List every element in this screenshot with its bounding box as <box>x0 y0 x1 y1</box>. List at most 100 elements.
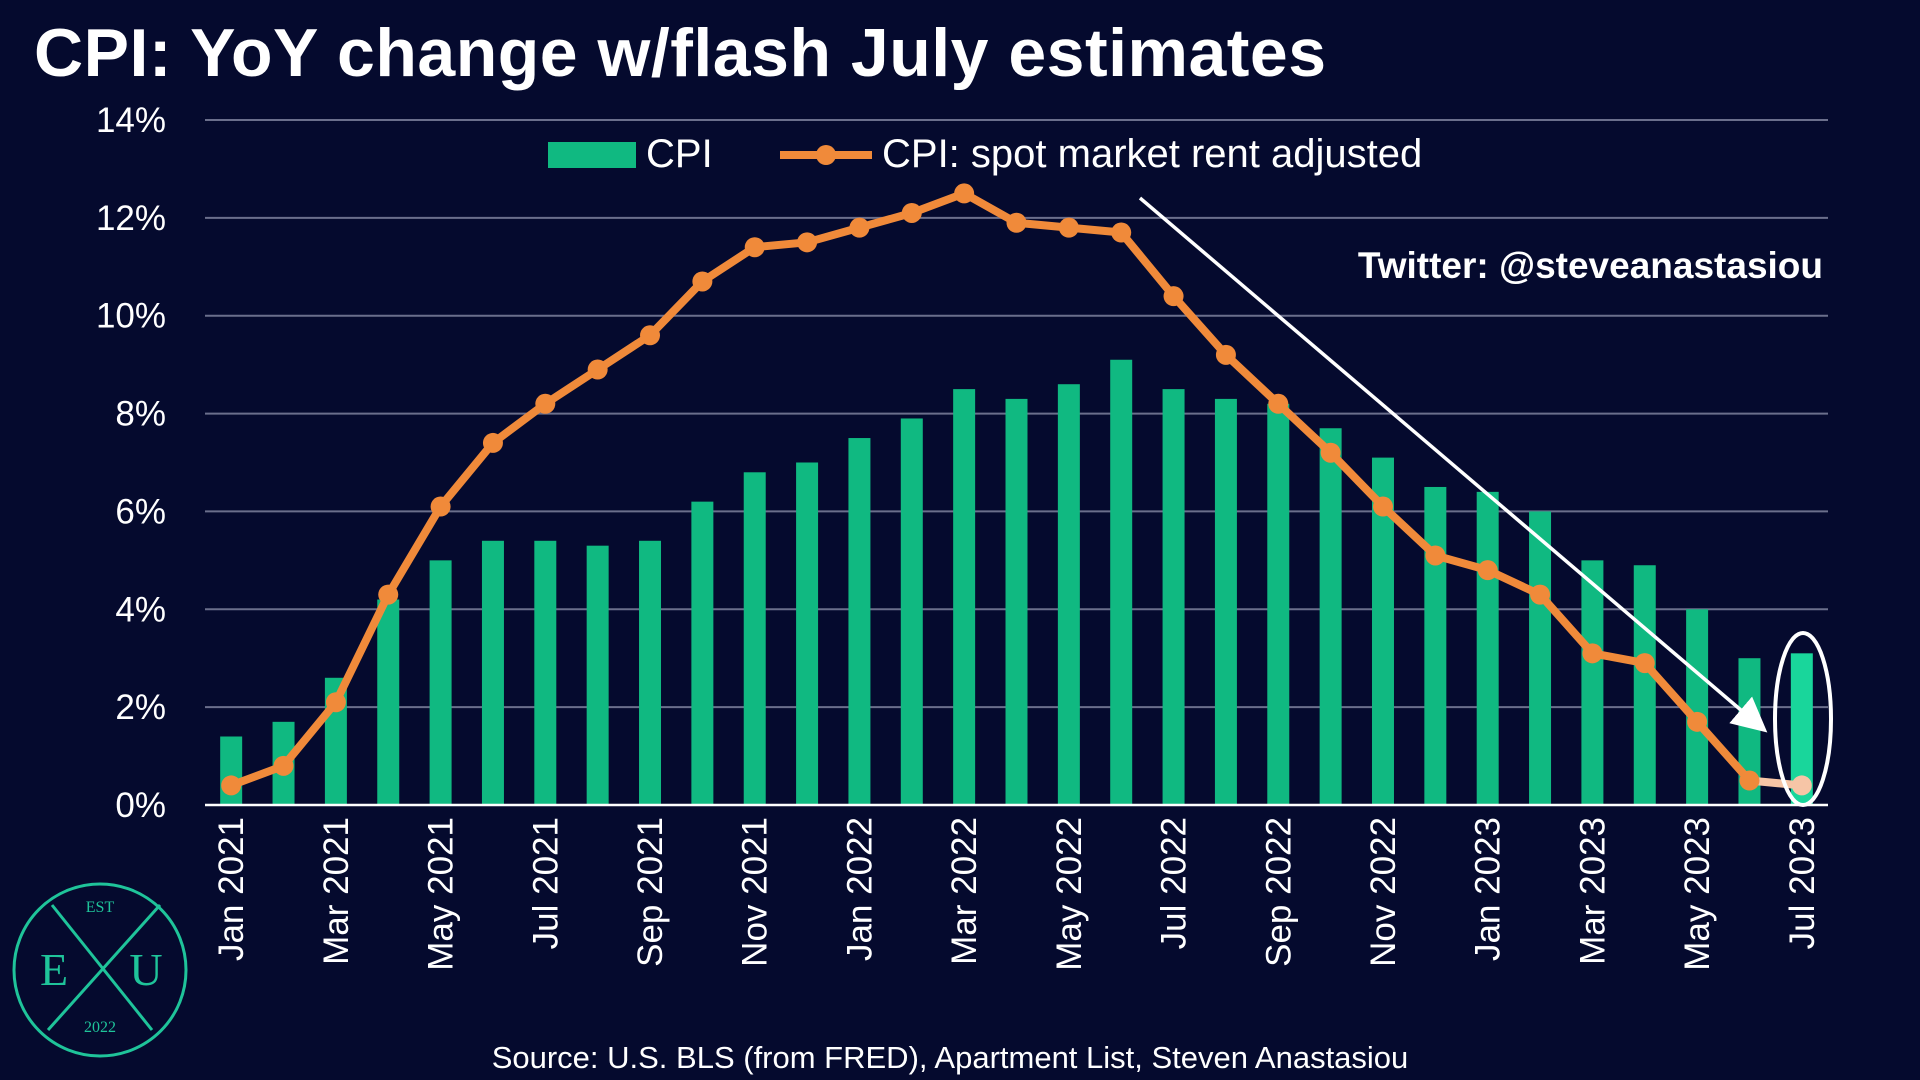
spot-rent-point <box>1634 653 1655 674</box>
spot-rent-point <box>797 232 818 253</box>
cpi-bar <box>639 540 662 805</box>
y-tick-label: 8% <box>115 395 166 434</box>
twitter-credit: Twitter: @steveanastasiou <box>1358 245 1823 286</box>
cpi-bar <box>1005 398 1028 805</box>
cpi-bar <box>1476 491 1499 805</box>
y-axis-tick-labels: 0% 2% 4% 6% 8% 10% 12% 14% <box>96 101 166 825</box>
spot-rent-point <box>1739 770 1760 791</box>
cpi-bar <box>1057 384 1080 805</box>
cpi-bar <box>1371 457 1394 805</box>
x-tick-label: Sep 2022 <box>1259 817 1298 967</box>
x-tick-label: Jan 2023 <box>1469 817 1508 961</box>
highlight-ellipse <box>1773 631 1833 807</box>
x-tick-label: Nov 2022 <box>1364 817 1403 967</box>
legend-label-cpi: CPI <box>646 132 713 176</box>
spot-rent-point <box>1530 584 1551 605</box>
cpi-bar <box>377 599 400 805</box>
spot-rent-point <box>1425 545 1446 566</box>
spot-rent-point <box>1582 643 1603 664</box>
spot-rent-point <box>535 393 556 414</box>
x-tick-label: Mar 2021 <box>317 817 356 965</box>
cpi-bar <box>1267 403 1290 805</box>
exu-logo: EST E X U 2022 <box>12 882 188 1058</box>
x-tick-label: Jul 2023 <box>1783 817 1822 949</box>
x-tick-label: May 2023 <box>1678 817 1717 971</box>
x-tick-label: Mar 2022 <box>945 817 984 965</box>
spot-rent-point <box>378 584 399 605</box>
cpi-bar <box>1633 565 1656 805</box>
cpi-bar <box>481 540 504 805</box>
spot-rent-point <box>587 359 608 380</box>
spot-rent-point <box>1006 212 1027 233</box>
legend-label-spot-rent: CPI: spot market rent adjusted <box>882 132 1422 176</box>
source-note: Source: U.S. BLS (from FRED), Apartment … <box>492 1040 1409 1075</box>
spot-rent-point <box>849 217 870 238</box>
cpi-bar <box>743 472 766 805</box>
logo-ring <box>12 882 188 1058</box>
logo-stroke-b <box>50 904 154 1031</box>
y-tick-label: 12% <box>96 199 166 238</box>
spot-rent-point <box>692 271 713 292</box>
spot-rent-point <box>1163 286 1184 307</box>
logo-letter-e: E <box>40 944 68 995</box>
spot-rent-point <box>430 496 451 517</box>
x-tick-label: Nov 2021 <box>736 817 775 967</box>
spot-rent-point <box>1111 222 1132 243</box>
spot-rent-point <box>1687 711 1708 732</box>
logo-letter-x: X <box>89 959 111 992</box>
cpi-bar <box>586 545 609 805</box>
legend: CPI CPI: spot market rent adjusted <box>548 132 1422 176</box>
cpi-bars <box>220 359 1813 805</box>
cpi-bar <box>1110 359 1133 805</box>
cpi-bar <box>848 438 871 805</box>
x-tick-label: Jan 2021 <box>212 817 251 961</box>
chart-title: CPI: YoY change w/flash July estimates <box>34 15 1327 91</box>
y-tick-label: 2% <box>115 688 166 727</box>
x-tick-label: Jul 2021 <box>526 817 565 949</box>
y-tick-label: 10% <box>96 297 166 336</box>
x-tick-label: May 2022 <box>1050 817 1089 971</box>
x-tick-label: Jul 2022 <box>1155 817 1194 949</box>
spot-rent-point <box>482 432 503 453</box>
spot-rent-point <box>901 202 922 223</box>
trend-arrow <box>1138 196 1768 733</box>
logo-letter-u: U <box>129 944 162 995</box>
cpi-bar <box>796 462 819 805</box>
cpi-bar <box>429 560 452 805</box>
spot-rent-point <box>1320 442 1341 463</box>
cpi-bar <box>1424 486 1447 805</box>
spot-rent-point <box>221 775 242 796</box>
y-tick-label: 4% <box>115 590 166 629</box>
cpi-bar <box>534 540 557 805</box>
spot-rent-point <box>1268 393 1289 414</box>
cpi-bar <box>1319 428 1342 805</box>
x-tick-label: Mar 2023 <box>1573 817 1612 965</box>
cpi-bar <box>691 501 714 805</box>
cpi-bar <box>1214 398 1237 805</box>
spot-rent-line <box>221 183 1812 796</box>
spot-rent-point <box>273 755 294 776</box>
y-tick-label: 0% <box>115 786 166 825</box>
logo-stroke-a <box>46 903 162 1032</box>
y-tick-label: 6% <box>115 492 166 531</box>
spot-rent-point <box>1058 217 1079 238</box>
x-tick-label: May 2021 <box>422 817 461 971</box>
logo-year: 2022 <box>84 1019 116 1036</box>
legend-swatch-cpi <box>548 142 636 168</box>
logo-est: EST <box>86 899 115 916</box>
cpi-bar <box>953 389 976 805</box>
x-tick-label: Sep 2021 <box>631 817 670 967</box>
cpi-bar <box>1581 560 1604 805</box>
spot-rent-point <box>640 325 661 346</box>
spot-rent-point <box>954 183 975 204</box>
spot-rent-point <box>325 692 346 713</box>
spot-rent-point <box>1477 560 1498 581</box>
spot-rent-point <box>1791 775 1812 796</box>
x-tick-label: Jan 2022 <box>840 817 879 961</box>
legend-swatch-spot-marker <box>816 145 836 165</box>
y-tick-label: 14% <box>96 101 166 140</box>
cpi-bar <box>1529 511 1552 805</box>
cpi-bar <box>1162 389 1185 805</box>
cpi-bar <box>1686 609 1709 805</box>
cpi-bar <box>900 418 923 805</box>
